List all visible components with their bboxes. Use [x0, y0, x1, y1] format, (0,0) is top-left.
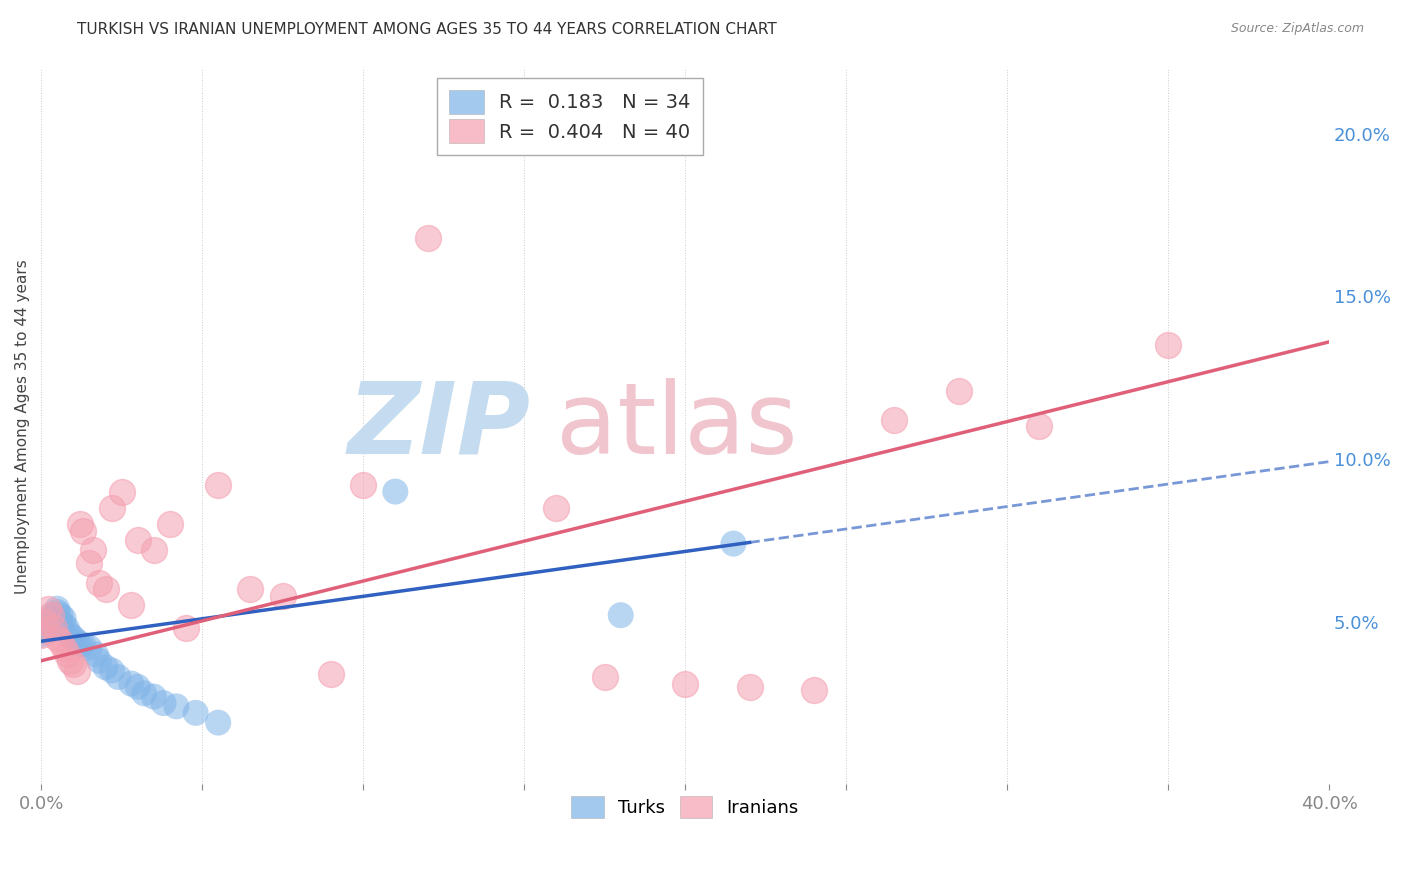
- Point: [101, 664, 124, 678]
- Point: [37, 601, 59, 615]
- Point: [127, 533, 149, 548]
- Text: Source: ZipAtlas.com: Source: ZipAtlas.com: [1230, 22, 1364, 36]
- Point: [69, 638, 91, 652]
- Point: [59, 628, 82, 642]
- Point: [94, 582, 117, 597]
- Legend: Turks, Iranians: Turks, Iranians: [564, 789, 806, 825]
- Point: [87, 654, 110, 668]
- Point: [52, 640, 75, 655]
- Point: [62, 657, 84, 671]
- Point: [134, 686, 156, 700]
- Point: [87, 575, 110, 590]
- Point: [1028, 419, 1050, 434]
- Point: [84, 647, 107, 661]
- Point: [30, 628, 52, 642]
- Point: [152, 696, 174, 710]
- Point: [72, 524, 94, 538]
- Point: [72, 638, 94, 652]
- Point: [39, 611, 62, 625]
- Point: [319, 666, 342, 681]
- Point: [384, 484, 406, 499]
- Text: ZIP: ZIP: [347, 378, 530, 475]
- Point: [239, 582, 262, 597]
- Point: [120, 599, 142, 613]
- Point: [165, 699, 187, 714]
- Point: [39, 608, 62, 623]
- Point: [107, 670, 129, 684]
- Point: [46, 601, 69, 615]
- Point: [352, 478, 374, 492]
- Point: [52, 618, 75, 632]
- Point: [110, 484, 132, 499]
- Point: [59, 654, 82, 668]
- Point: [142, 543, 165, 558]
- Point: [159, 517, 181, 532]
- Point: [174, 621, 197, 635]
- Point: [56, 621, 79, 635]
- Text: atlas: atlas: [557, 378, 799, 475]
- Point: [723, 536, 745, 550]
- Point: [42, 621, 65, 635]
- Point: [593, 670, 616, 684]
- Point: [94, 660, 117, 674]
- Point: [56, 647, 79, 661]
- Point: [546, 500, 568, 515]
- Point: [62, 631, 84, 645]
- Point: [69, 517, 91, 532]
- Point: [34, 615, 56, 629]
- Point: [49, 608, 72, 623]
- Point: [948, 384, 970, 398]
- Point: [79, 640, 101, 655]
- Point: [46, 605, 69, 619]
- Point: [46, 631, 69, 645]
- Point: [82, 543, 104, 558]
- Point: [30, 628, 52, 642]
- Point: [416, 231, 439, 245]
- Point: [673, 676, 696, 690]
- Point: [207, 478, 229, 492]
- Point: [1157, 338, 1180, 352]
- Point: [34, 624, 56, 639]
- Point: [79, 556, 101, 570]
- Point: [120, 676, 142, 690]
- Point: [49, 615, 72, 629]
- Point: [184, 706, 207, 720]
- Point: [271, 589, 294, 603]
- Point: [127, 680, 149, 694]
- Point: [49, 634, 72, 648]
- Point: [609, 608, 631, 623]
- Point: [65, 664, 87, 678]
- Point: [65, 634, 87, 648]
- Y-axis label: Unemployment Among Ages 35 to 44 years: Unemployment Among Ages 35 to 44 years: [15, 259, 30, 594]
- Point: [207, 715, 229, 730]
- Point: [883, 413, 905, 427]
- Point: [42, 608, 65, 623]
- Point: [37, 618, 59, 632]
- Point: [142, 690, 165, 704]
- Point: [101, 500, 124, 515]
- Point: [738, 680, 761, 694]
- Text: TURKISH VS IRANIAN UNEMPLOYMENT AMONG AGES 35 TO 44 YEARS CORRELATION CHART: TURKISH VS IRANIAN UNEMPLOYMENT AMONG AG…: [77, 22, 778, 37]
- Point: [52, 611, 75, 625]
- Point: [803, 683, 825, 698]
